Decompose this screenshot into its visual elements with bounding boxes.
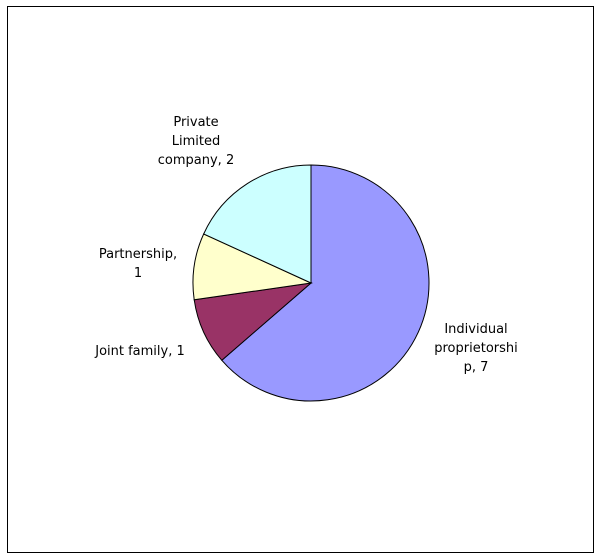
pie-slices [192,164,430,402]
slice-label-individual-proprietorship: Individual proprietorshi p, 7 [434,322,518,375]
pie-labels: Individual proprietorshi p, 7 Joint family,… [94,115,518,375]
pie-slice-individual-proprietorship [221,164,430,402]
slice-label-joint-family: Joint family, 1 [94,344,185,359]
slice-label-private-limited-company: Private Limited company, 2 [158,115,234,168]
slice-label-partnership: Partnership, 1 [99,247,177,281]
pie-slice-private-limited-company [202,164,312,284]
